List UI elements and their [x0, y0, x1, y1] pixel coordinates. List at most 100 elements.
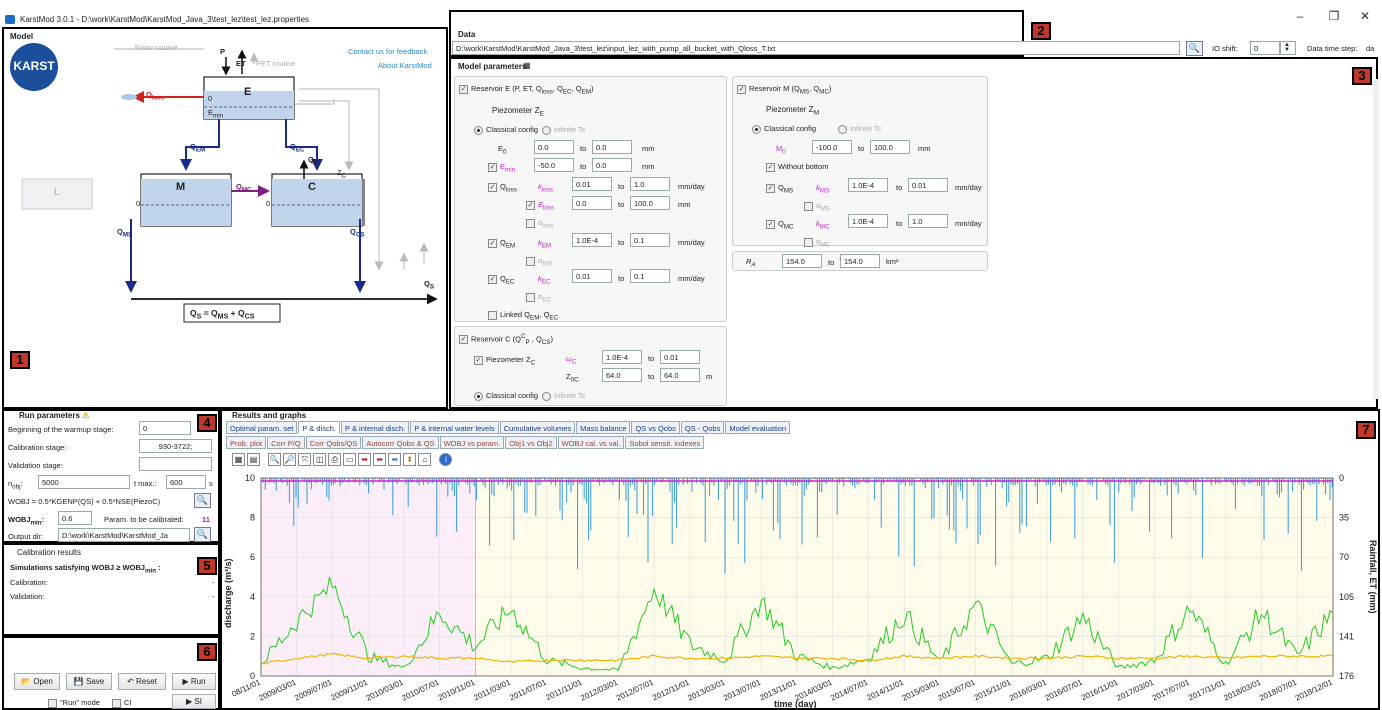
save-chart-icon[interactable]: ▭	[343, 453, 357, 466]
z0c-from[interactable]: 64.0	[602, 368, 642, 382]
kmc-from[interactable]: 1.0E-4	[848, 214, 888, 228]
kem-to[interactable]: 0.1	[630, 233, 670, 247]
without-bottom[interactable]: ✓ Without bottom	[766, 162, 829, 172]
data-file-path[interactable]: D:\work\KarstMod\KarstMod_Java_3\test_le…	[452, 41, 1180, 55]
emin-param-label[interactable]: ✓ Emin	[488, 162, 516, 174]
tab-p-internal-disch[interactable]: P & internal disch.	[341, 421, 410, 434]
close-button[interactable]: ✕	[1359, 9, 1371, 23]
tab-obj1-vs-obj2[interactable]: Obj1 vs Obj2	[505, 436, 557, 449]
wobj-edit-button[interactable]: 🔍	[194, 493, 211, 508]
ra-from[interactable]: 154.0	[782, 254, 822, 268]
omega-c-to[interactable]: 0.01	[660, 350, 700, 364]
reservoir-c-checkbox[interactable]: ✓	[459, 335, 468, 345]
alpha-ec-label[interactable]: αEC	[526, 292, 551, 304]
pan-right-icon[interactable]: ⬌	[373, 453, 387, 466]
tab-wobj-vs-param[interactable]: WOBJ vs param.	[439, 436, 505, 449]
tab-wobj-cal-val[interactable]: WOBJ cal. vs val.	[557, 436, 625, 449]
tab-cumulative-volumes[interactable]: Cumulative volumes	[499, 421, 576, 434]
help-icon[interactable]: i	[439, 453, 453, 466]
kec-to[interactable]: 0.1	[630, 269, 670, 283]
tab-prob-plot[interactable]: Prob. plot	[226, 436, 267, 449]
reservoir-c-title[interactable]: ✓ Reservoir C (QCP , QCS)	[459, 333, 553, 346]
tab-p-internal-levels[interactable]: P & internal water levels	[410, 421, 499, 434]
tab-p-disch[interactable]: P & disch.	[298, 421, 340, 434]
eloss-from[interactable]: 0.0	[572, 196, 612, 210]
tab-optimal-param[interactable]: Optimal param. set	[226, 421, 298, 434]
kec-from[interactable]: 0.01	[572, 269, 612, 283]
tab-mass-balance[interactable]: Mass balance	[576, 421, 631, 434]
tmax-input[interactable]: 600	[166, 475, 206, 489]
tab-sobol[interactable]: Sobol sensit. indexes	[625, 436, 705, 449]
kmc-to[interactable]: 1.0	[908, 214, 948, 228]
reservoir-m-title[interactable]: ✓ Reservoir M (QMS, QMC)	[737, 84, 832, 96]
print-icon[interactable]: ⎙	[328, 453, 342, 466]
infinite-tc-m[interactable]: Infinite Tc	[838, 124, 882, 134]
run-mode-checkbox[interactable]: "Run" mode	[48, 698, 100, 708]
maximize-button[interactable]: ❐	[1328, 9, 1340, 23]
classical-config-c[interactable]: Classical config	[474, 391, 538, 401]
open-button[interactable]: 📂 Open	[14, 673, 60, 690]
tab-qs-vs-qobs[interactable]: QS vs Qobs	[631, 421, 680, 434]
qmc-param-label[interactable]: ✓ QMC	[766, 219, 794, 231]
tab-autocorr[interactable]: Autocorr Qobs & QS	[362, 436, 439, 449]
alpha-ms-label[interactable]: αMS	[804, 201, 830, 213]
classical-config-e[interactable]: Classical config	[474, 125, 538, 135]
zoom-in-icon[interactable]: 🔍	[268, 453, 282, 466]
m0-from[interactable]: -100.0	[812, 140, 852, 154]
qec-param-label[interactable]: ✓ QEC	[488, 274, 515, 286]
table-icon[interactable]: ▦	[232, 453, 245, 466]
tab-model-evaluation[interactable]: Model evaluation	[725, 421, 791, 434]
output-dir-browse[interactable]: 🔍	[194, 527, 211, 542]
pan-left-icon[interactable]: ⬌	[358, 453, 372, 466]
kem-from[interactable]: 1.0E-4	[572, 233, 612, 247]
qem-param-label[interactable]: ✓ QEM	[488, 238, 516, 250]
emin-to[interactable]: 0.0	[592, 158, 632, 172]
kms-to[interactable]: 0.01	[908, 178, 948, 192]
io-shift-stepper[interactable]: ▲ ▼	[1280, 41, 1296, 55]
camera-icon[interactable]: ⌂	[418, 453, 432, 466]
alpha-loss-label[interactable]: αloss	[526, 218, 553, 230]
eloss-to[interactable]: 100.0	[630, 196, 670, 210]
reservoir-m-checkbox[interactable]: ✓	[737, 84, 746, 94]
e0-from[interactable]: 0.0	[534, 140, 574, 154]
si-button[interactable]: ▶ SI	[172, 694, 216, 709]
wobjmin-input[interactable]: 0.6	[58, 511, 92, 525]
save-button[interactable]: 💾 Save	[66, 673, 112, 690]
calib-stage-input[interactable]: 930-3722;	[139, 439, 212, 453]
emin-from[interactable]: -50.0	[534, 158, 574, 172]
m0-to[interactable]: 100.0	[870, 140, 910, 154]
minimize-button[interactable]: –	[1296, 9, 1304, 23]
run-button[interactable]: ▶ Run	[172, 673, 216, 690]
params-scrollbar[interactable]	[1373, 79, 1379, 399]
grid-toggle-icon[interactable]: ◫	[313, 453, 327, 466]
valid-stage-input[interactable]	[139, 457, 212, 471]
tab-qs-minus-qobs[interactable]: QS - Qobs	[680, 421, 725, 434]
linked-label[interactable]: Linked QEM, QEC	[488, 310, 558, 322]
piezo-c-label[interactable]: ✓ Piezometer ZC	[474, 355, 536, 367]
ra-to[interactable]: 154.0	[840, 254, 880, 268]
qloss-param-label[interactable]: ✓ Qloss	[488, 182, 517, 194]
warmup-input[interactable]: 0	[139, 421, 191, 435]
kms-from[interactable]: 1.0E-4	[848, 178, 888, 192]
z0c-to[interactable]: 64.0	[660, 368, 700, 382]
kloss-to[interactable]: 1.0	[630, 177, 670, 191]
output-dir-input[interactable]: D:\work\KarstMod\KarstMod_Ja	[58, 528, 190, 542]
e0-to[interactable]: 0.0	[592, 140, 632, 154]
io-shift-input[interactable]: 0	[1250, 41, 1280, 55]
ci-checkbox[interactable]: CI	[112, 698, 132, 708]
reservoir-e-title[interactable]: ✓ Reservoir E (P, ET, Qloss, QEC, QEM)	[459, 84, 594, 96]
browse-data-button[interactable]: 🔍	[1186, 41, 1203, 56]
tab-corr-pq[interactable]: Corr P/Q	[267, 436, 305, 449]
omega-c-from[interactable]: 1.0E-4	[602, 350, 642, 364]
fit-icon[interactable]: ⤧	[298, 453, 312, 466]
nobj-input[interactable]: 5000	[38, 475, 130, 489]
pan-h-icon[interactable]: ⬌	[388, 453, 402, 466]
alpha-em-label[interactable]: αEM	[526, 256, 552, 268]
reservoir-e-checkbox[interactable]: ✓	[459, 84, 468, 94]
classical-config-m[interactable]: Classical config	[752, 124, 816, 134]
infinite-tc-e[interactable]: Infinite Tc	[542, 125, 586, 135]
contact-link[interactable]: Contact us for feedback	[348, 47, 428, 56]
qms-param-label[interactable]: ✓ QMS	[766, 183, 794, 195]
pan-v-icon[interactable]: ⬍	[403, 453, 417, 466]
eloss-param-label[interactable]: ✓ Eloss	[526, 200, 555, 212]
